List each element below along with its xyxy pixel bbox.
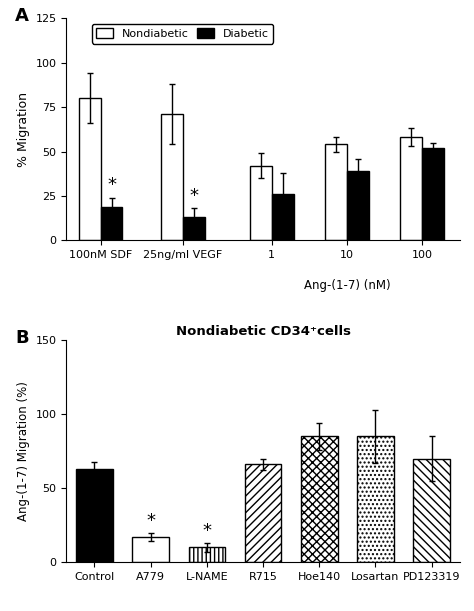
Text: Ang-(1-7) (nM): Ang-(1-7) (nM) [303,279,390,292]
Bar [79,98,100,240]
Y-axis label: % Migration: % Migration [17,92,30,167]
Title: Nondiabetic CD34⁺cells: Nondiabetic CD34⁺cells [175,324,351,338]
Bar [357,436,394,562]
Text: B: B [15,329,29,347]
Text: *: * [189,187,198,205]
Text: A: A [15,7,29,25]
Bar [100,207,122,240]
Bar [182,217,205,240]
Bar [76,469,113,562]
Bar [347,171,369,240]
Bar [325,144,347,240]
Bar [189,547,225,562]
Bar [161,114,182,240]
Bar [301,436,337,562]
Bar [245,464,282,562]
Y-axis label: Ang-(1-7) Migration (%): Ang-(1-7) Migration (%) [17,381,30,521]
Bar [422,148,444,240]
Text: *: * [202,522,211,540]
Bar [400,137,422,240]
Bar [272,194,293,240]
Bar [250,166,272,240]
Legend: Nondiabetic, Diabetic: Nondiabetic, Diabetic [91,24,273,43]
Bar [132,537,169,562]
Text: *: * [107,176,116,194]
Bar [413,458,450,562]
Text: *: * [146,511,155,530]
